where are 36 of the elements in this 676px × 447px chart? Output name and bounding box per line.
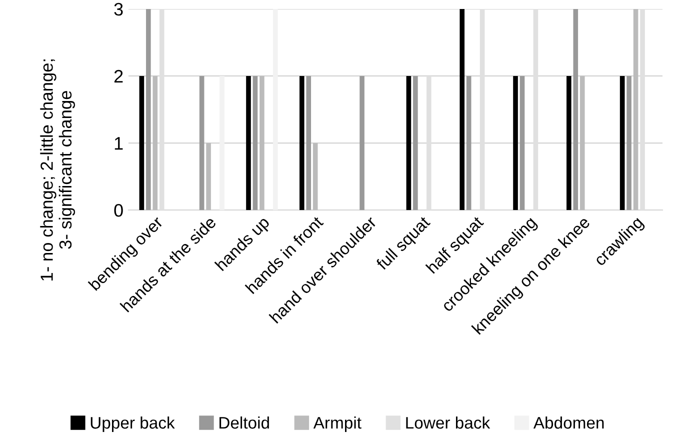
bar bbox=[633, 8, 638, 210]
y-axis-title: 1- no change; 2-little change; 3- significant change bbox=[40, 59, 76, 280]
bar bbox=[413, 76, 418, 210]
bar bbox=[199, 76, 204, 210]
bar bbox=[252, 76, 258, 210]
bar bbox=[220, 76, 224, 210]
y-tick-label: 0 bbox=[114, 204, 123, 217]
bar bbox=[406, 76, 412, 210]
bar bbox=[460, 8, 465, 210]
legend-label: Armpit bbox=[313, 416, 362, 432]
bar bbox=[312, 143, 318, 210]
legend-label: Abdomen bbox=[533, 416, 604, 429]
legend-label: Deltoid bbox=[220, 416, 269, 429]
y-tick-label: 2 bbox=[114, 70, 123, 83]
bar bbox=[146, 8, 151, 210]
bar bbox=[246, 76, 251, 210]
bar bbox=[580, 76, 585, 210]
bar bbox=[273, 8, 278, 210]
bar bbox=[573, 8, 578, 210]
bar bbox=[360, 76, 364, 210]
legend-label: Lower back bbox=[406, 416, 490, 429]
bar bbox=[306, 76, 312, 210]
bar bbox=[299, 76, 304, 210]
bar bbox=[513, 76, 518, 210]
bar bbox=[206, 143, 211, 210]
y-tick-label: 3 bbox=[114, 2, 123, 16]
bar bbox=[620, 76, 625, 210]
bar bbox=[566, 76, 572, 210]
bar bbox=[626, 76, 632, 210]
legend-label: Upper back bbox=[90, 416, 175, 432]
bar bbox=[520, 76, 525, 210]
bar bbox=[466, 76, 472, 210]
bar bbox=[260, 76, 264, 210]
y-tick-label: 1 bbox=[114, 137, 123, 150]
bar bbox=[139, 76, 144, 210]
bar bbox=[152, 76, 158, 210]
